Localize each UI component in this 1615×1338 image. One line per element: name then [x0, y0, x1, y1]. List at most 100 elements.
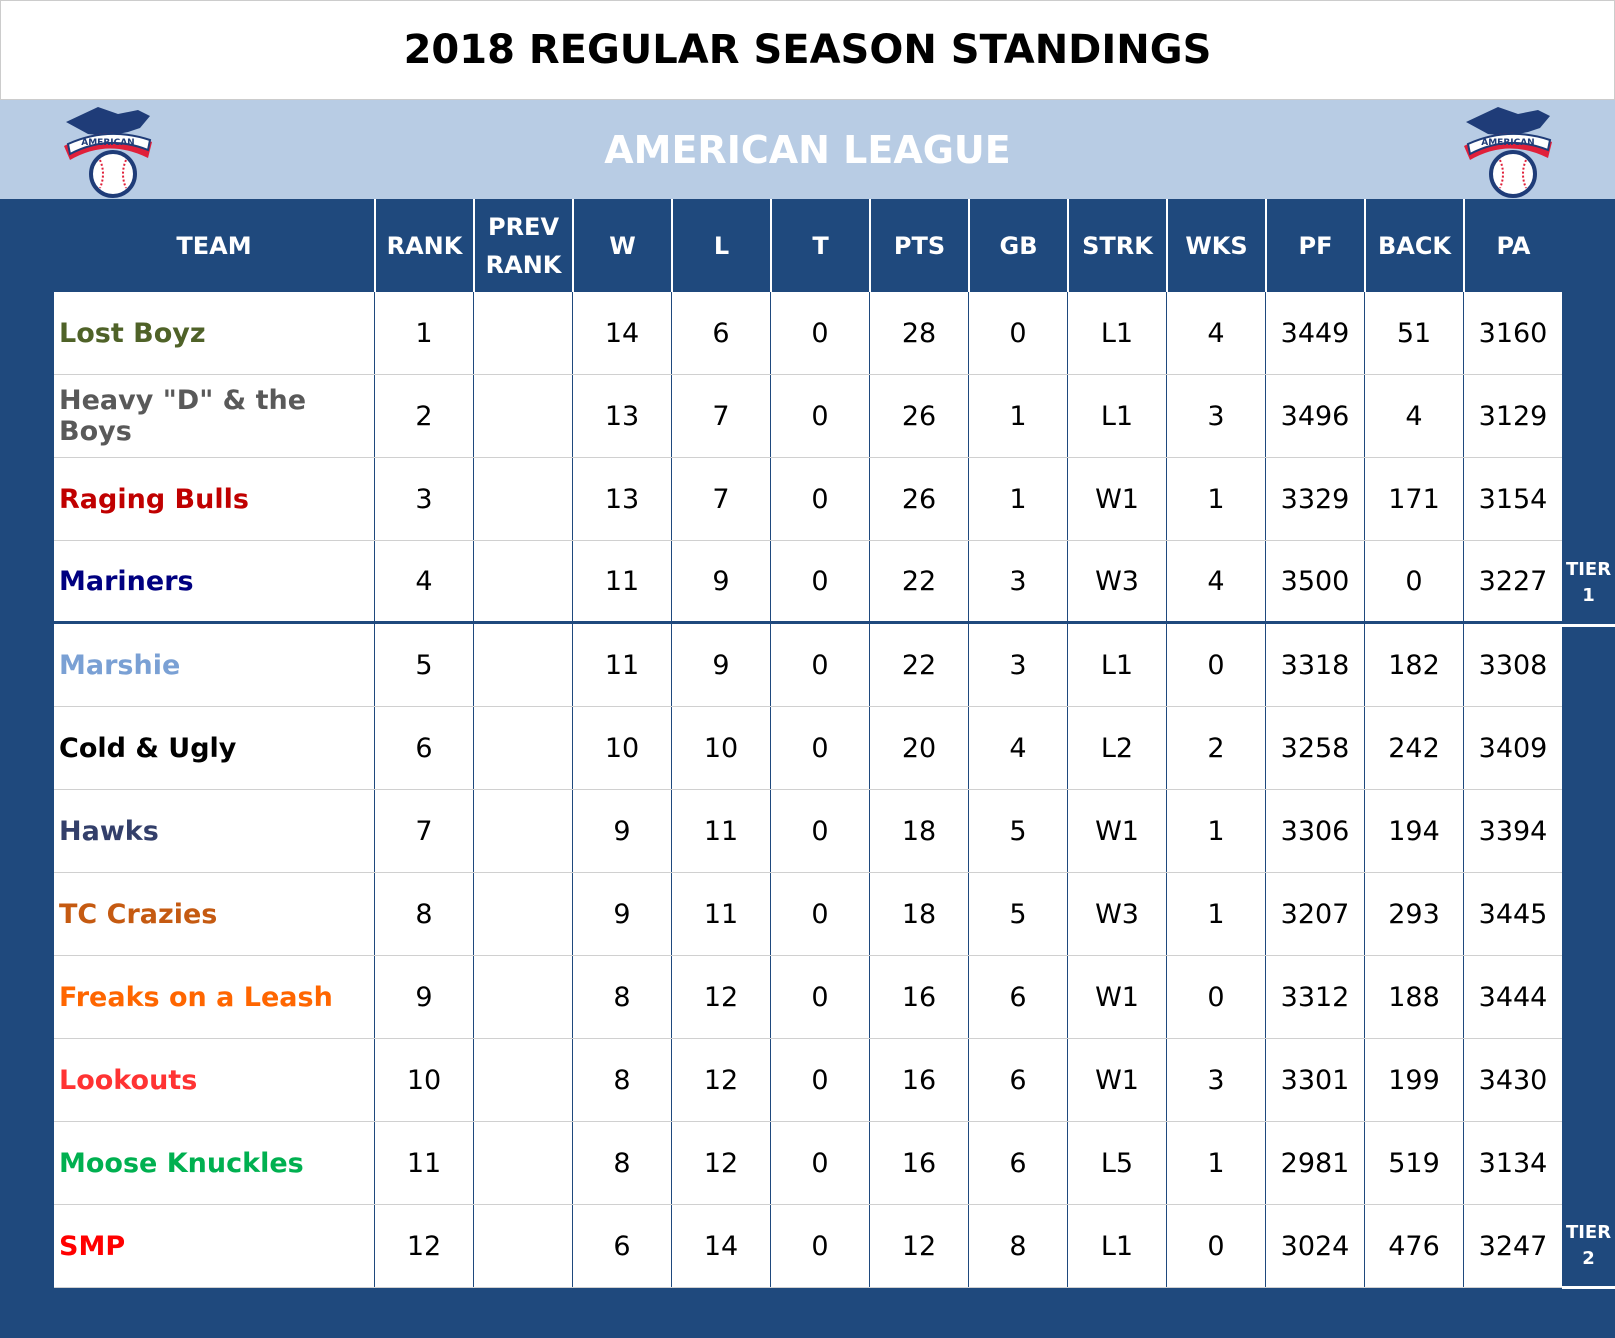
- cell-t: 0: [770, 292, 869, 374]
- cell-wks: 0: [1166, 624, 1265, 706]
- table-row: Freaks on a Leash 9 8 12 0 16 6 W1 0 3312 188 3444: [54, 956, 1562, 1039]
- cell-pf: 3301: [1265, 1039, 1364, 1121]
- cell-pa: 3394: [1463, 790, 1562, 872]
- cell-w: 8: [572, 1039, 671, 1121]
- cell-pts: 26: [869, 458, 968, 540]
- cell-strk: L2: [1067, 707, 1166, 789]
- cell-wks: 3: [1166, 375, 1265, 457]
- cell-w: 6: [572, 1205, 671, 1287]
- cell-pa: 3154: [1463, 458, 1562, 540]
- cell-rank: 6: [374, 707, 473, 789]
- cell-back: 293: [1364, 873, 1463, 955]
- cell-gb: 3: [968, 624, 1067, 706]
- cell-l: 12: [671, 1039, 770, 1121]
- cell-prev: [473, 541, 572, 621]
- cell-gb: 4: [968, 707, 1067, 789]
- team-name: Lookouts: [59, 1064, 198, 1096]
- cell-strk: W3: [1067, 541, 1166, 621]
- cell-prev: [473, 292, 572, 374]
- team-name: Hawks: [59, 815, 159, 847]
- league-banner: AMERICAN AMERICAN LEAGUE AMERICAN: [0, 100, 1615, 199]
- cell-back: 182: [1364, 624, 1463, 706]
- cell-prev: [473, 1122, 572, 1204]
- cell-back: 171: [1364, 458, 1463, 540]
- cell-pa: 3430: [1463, 1039, 1562, 1121]
- cell-pts: 20: [869, 707, 968, 789]
- cell-prev: [473, 458, 572, 540]
- cell-prev: [473, 1039, 572, 1121]
- cell-l: 7: [671, 375, 770, 457]
- cell-pf: 3306: [1265, 790, 1364, 872]
- cell-w: 13: [572, 458, 671, 540]
- team-name: TC Crazies: [59, 898, 218, 930]
- cell-l: 6: [671, 292, 770, 374]
- column-header-t: T: [770, 199, 869, 292]
- column-header-gb: GB: [968, 199, 1067, 292]
- table-row: Marshie 5 11 9 0 22 3 L1 0 3318 182 3308: [54, 624, 1562, 707]
- cell-rank: 5: [374, 624, 473, 706]
- cell-pts: 16: [869, 1039, 968, 1121]
- cell-strk: L1: [1067, 1205, 1166, 1287]
- team-name: Freaks on a Leash: [59, 981, 333, 1013]
- cell-t: 0: [770, 1122, 869, 1204]
- cell-pf: 3207: [1265, 873, 1364, 955]
- column-header-rank: RANK: [374, 199, 473, 292]
- cell-strk: W1: [1067, 1039, 1166, 1121]
- column-header-pa: PA: [1463, 199, 1562, 292]
- cell-gb: 6: [968, 1039, 1067, 1121]
- cell-pts: 16: [869, 956, 968, 1038]
- cell-back: 519: [1364, 1122, 1463, 1204]
- cell-prev: [473, 375, 572, 457]
- cell-wks: 0: [1166, 1205, 1265, 1287]
- cell-l: 9: [671, 624, 770, 706]
- cell-wks: 1: [1166, 1122, 1265, 1204]
- cell-gb: 5: [968, 790, 1067, 872]
- team-name: Lost Boyz: [59, 317, 206, 349]
- standings-table: Lost Boyz 1 14 6 0 28 0 L1 4 3449 51 3160 Heavy "D" …: [54, 292, 1562, 1288]
- page-title: 2018 REGULAR SEASON STANDINGS: [0, 0, 1615, 100]
- cell-rank: 3: [374, 458, 473, 540]
- column-header-team: TEAM: [176, 231, 252, 260]
- cell-pa: 3444: [1463, 956, 1562, 1038]
- table-row: Lost Boyz 1 14 6 0 28 0 L1 4 3449 51 3160: [54, 292, 1562, 375]
- cell-prev: [473, 624, 572, 706]
- cell-pa: 3445: [1463, 873, 1562, 955]
- cell-wks: 4: [1166, 541, 1265, 621]
- table-row: SMP 12 6 14 0 12 8 L1 0 3024 476 3247: [54, 1205, 1562, 1288]
- cell-wks: 1: [1166, 790, 1265, 872]
- cell-gb: 8: [968, 1205, 1067, 1287]
- cell-pf: 3024: [1265, 1205, 1364, 1287]
- team-name: Moose Knuckles: [59, 1147, 304, 1179]
- cell-pf: 3258: [1265, 707, 1364, 789]
- cell-pts: 22: [869, 624, 968, 706]
- cell-w: 8: [572, 1122, 671, 1204]
- cell-pf: 3500: [1265, 541, 1364, 621]
- column-header-l: L: [671, 199, 770, 292]
- cell-pa: 3160: [1463, 292, 1562, 374]
- cell-rank: 4: [374, 541, 473, 621]
- cell-wks: 1: [1166, 873, 1265, 955]
- cell-strk: W1: [1067, 790, 1166, 872]
- cell-pf: 3449: [1265, 292, 1364, 374]
- cell-l: 12: [671, 1122, 770, 1204]
- cell-t: 0: [770, 956, 869, 1038]
- cell-l: 10: [671, 707, 770, 789]
- cell-strk: L1: [1067, 624, 1166, 706]
- cell-strk: L1: [1067, 375, 1166, 457]
- cell-rank: 2: [374, 375, 473, 457]
- cell-pts: 28: [869, 292, 968, 374]
- cell-l: 9: [671, 541, 770, 621]
- cell-back: 194: [1364, 790, 1463, 872]
- cell-pts: 26: [869, 375, 968, 457]
- cell-pa: 3247: [1463, 1205, 1562, 1287]
- cell-back: 4: [1364, 375, 1463, 457]
- cell-strk: W3: [1067, 873, 1166, 955]
- american-league-logo: AMERICAN: [1464, 107, 1552, 198]
- cell-l: 11: [671, 873, 770, 955]
- cell-rank: 9: [374, 956, 473, 1038]
- cell-rank: 8: [374, 873, 473, 955]
- cell-gb: 6: [968, 1122, 1067, 1204]
- cell-pa: 3129: [1463, 375, 1562, 457]
- league-title: AMERICAN LEAGUE: [604, 127, 1011, 172]
- cell-strk: L1: [1067, 292, 1166, 374]
